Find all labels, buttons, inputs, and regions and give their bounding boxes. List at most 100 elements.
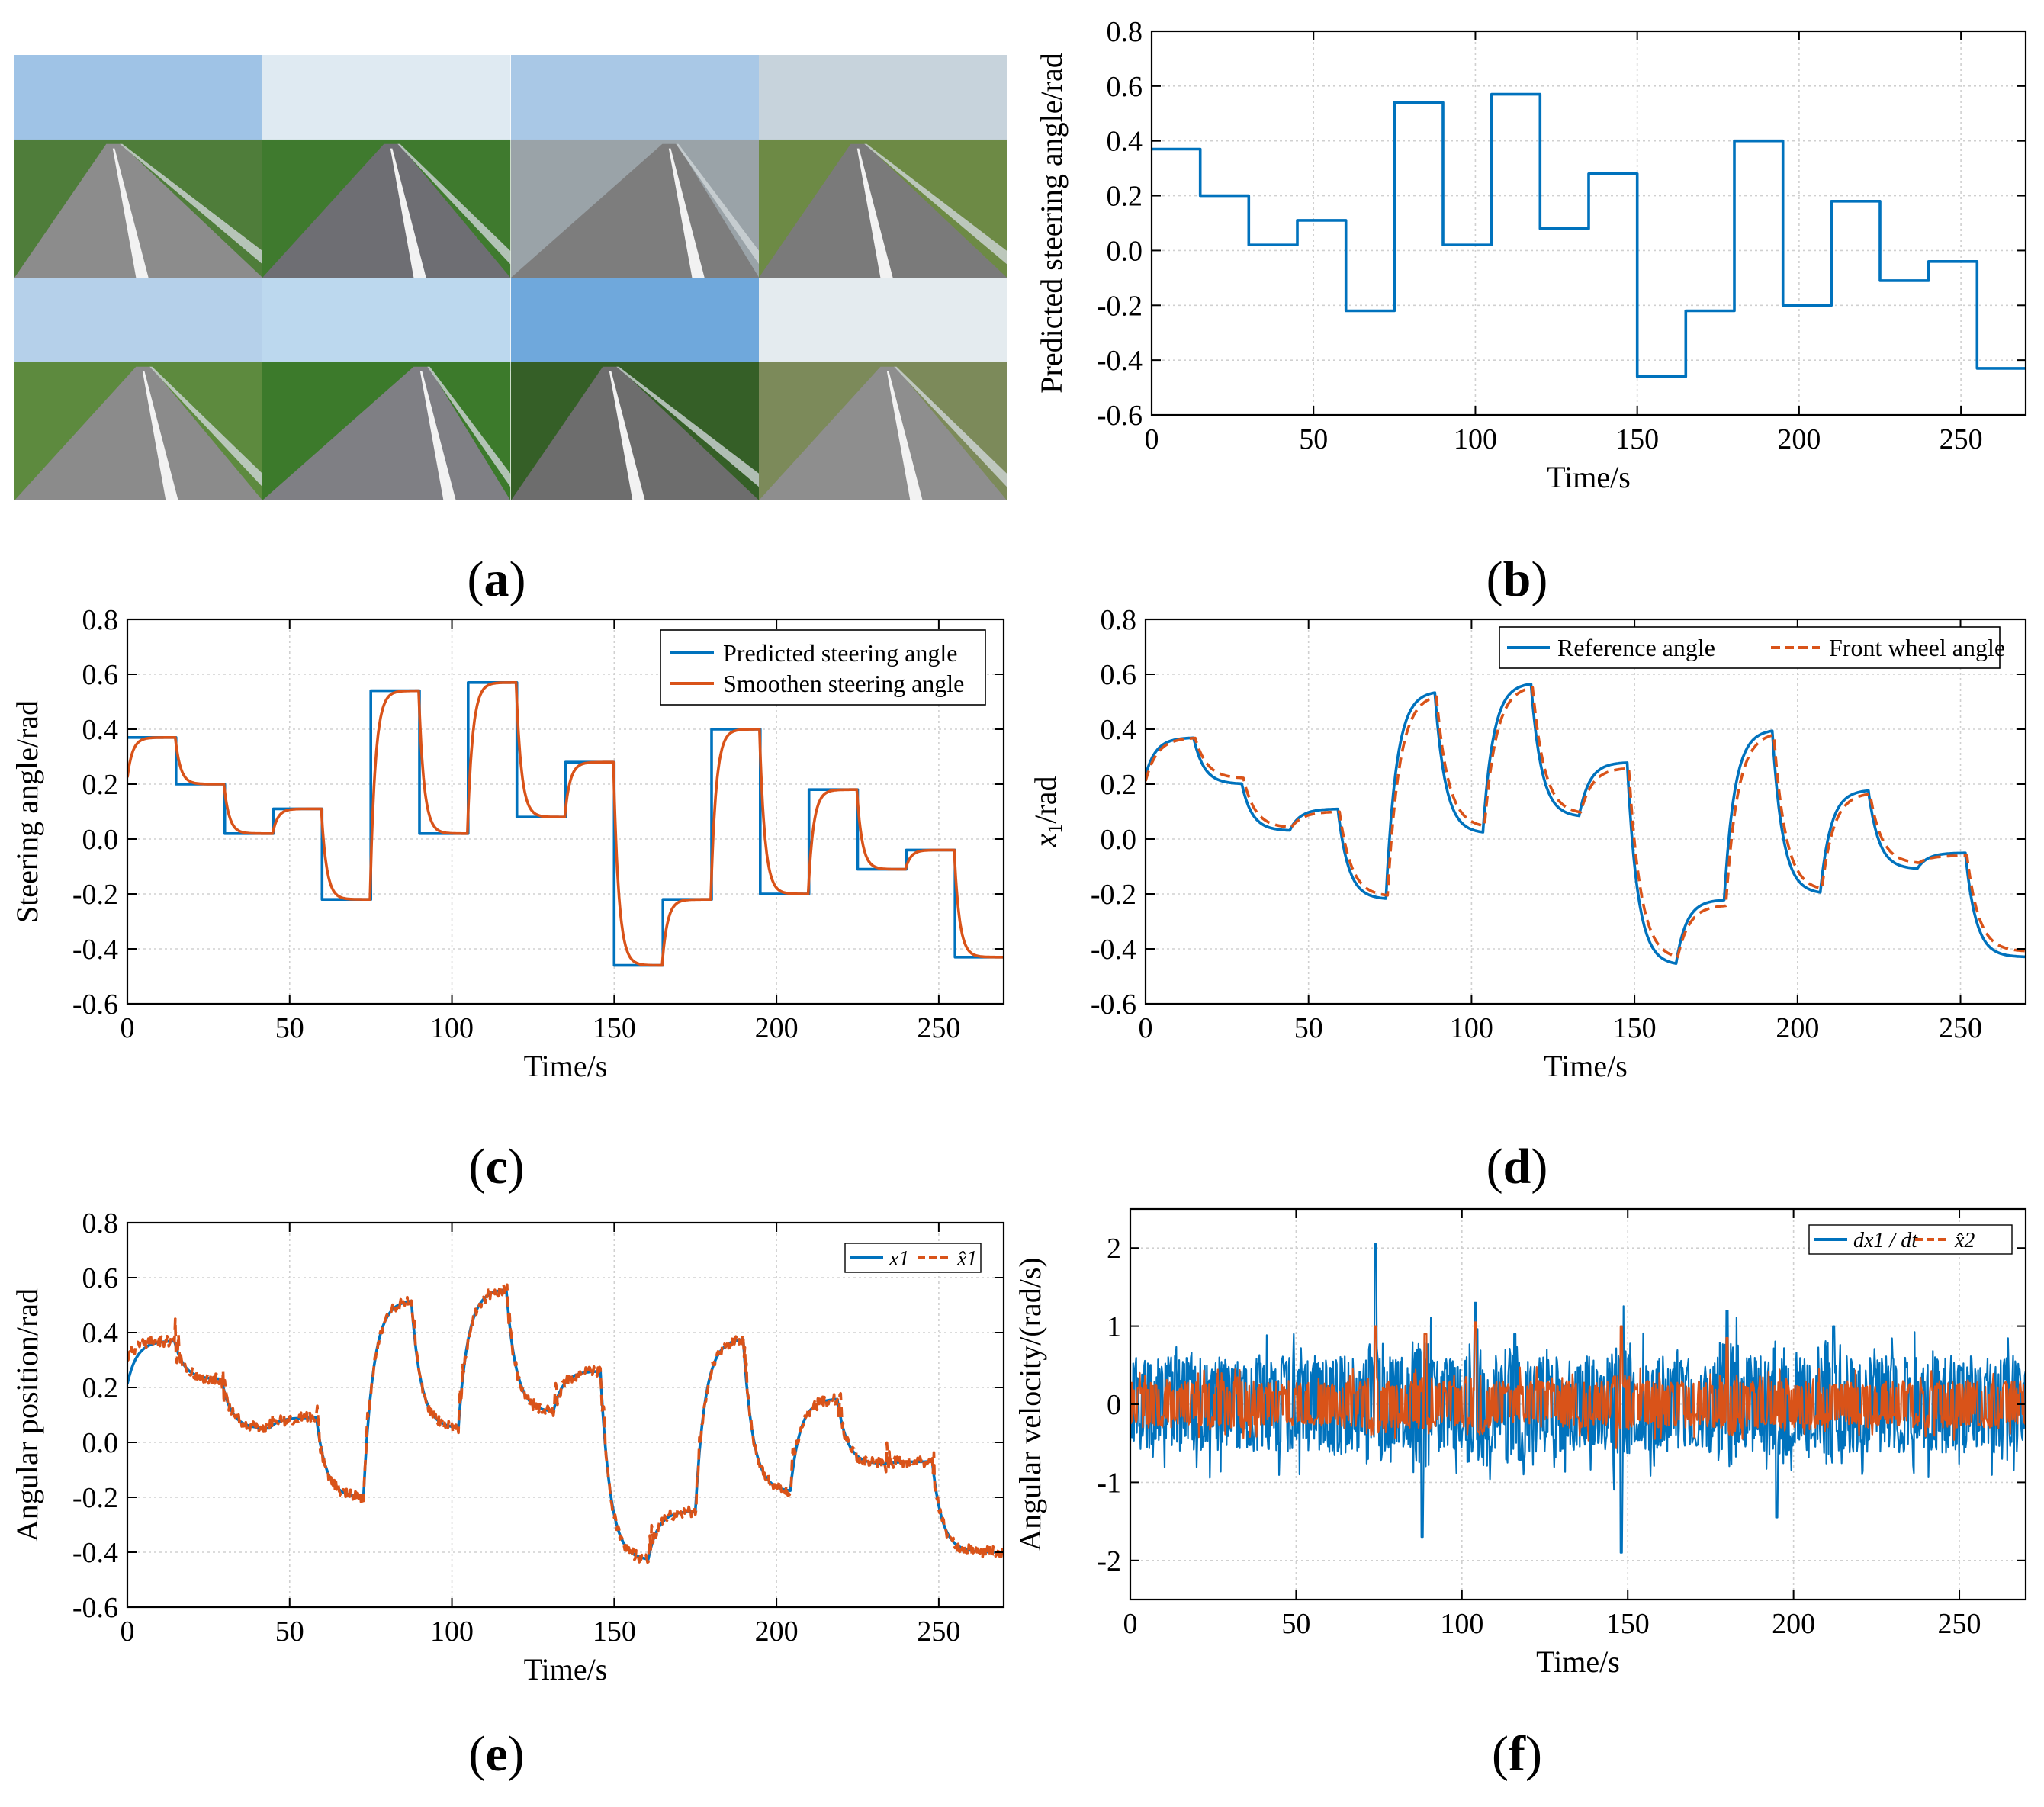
x-axis-label: Time/s — [1547, 460, 1631, 494]
chart-f: 0 50 100 150 200 250 -2 -1 0 1 2 Time/s Angular velo… — [1013, 1207, 2027, 1679]
panel-label-b: (b) — [1486, 551, 1548, 607]
y-tick-label: -0.2 — [1091, 879, 1136, 911]
x-tick-label: 200 — [1776, 1012, 1819, 1044]
series-line-orange — [127, 1283, 1004, 1564]
axes-box — [126, 618, 1005, 1005]
x-tick-label: 50 — [275, 1012, 304, 1044]
y-axis-label: Angular position/rad — [10, 1288, 44, 1542]
plot-area — [1152, 92, 2026, 378]
axes-box — [126, 1221, 1005, 1609]
y-tick-label: 0.8 — [82, 604, 119, 636]
y-tick-label: 0.8 — [1101, 604, 1137, 636]
plot-area — [127, 681, 1004, 967]
series-line-blue — [127, 1288, 1004, 1561]
x-tick-label: 50 — [1281, 1608, 1310, 1640]
series-line-blue — [1146, 683, 2026, 965]
photo-scene-forest-curve — [510, 278, 759, 500]
y-tick-label: 2 — [1107, 1233, 1121, 1265]
road-photo — [262, 278, 511, 500]
road-photo — [14, 278, 263, 500]
x-axis-label: Time/s — [1536, 1645, 1620, 1679]
series-line-orange — [1146, 686, 2026, 959]
legend-label: dx1 / dt — [1853, 1229, 1918, 1252]
y-tick-label: 0.6 — [82, 659, 119, 691]
x-tick-label: 100 — [430, 1616, 474, 1648]
y-tick-label: -0.6 — [1097, 400, 1143, 432]
chart-c: 0 50 100 150 200 250 -0.6 -0.4 -0.2 0.0 0.2 0.4 0.6 0… — [10, 604, 1005, 1083]
y-tick-label: 0.0 — [82, 824, 119, 856]
legend-label: Reference angle — [1557, 634, 1715, 661]
y-tick-label: -0.2 — [72, 1482, 118, 1514]
x-tick-label: 150 — [1615, 423, 1659, 455]
x-tick-label: 0 — [1145, 423, 1159, 455]
y-axis-label: x1/rad — [1028, 776, 1066, 848]
photo-scene-road-stone-wall — [262, 278, 511, 500]
x-tick-label: 0 — [121, 1616, 135, 1648]
x-tick-label: 250 — [917, 1012, 960, 1044]
panel-label-f: (f) — [1492, 1726, 1542, 1782]
photo-scene-elevated-road-city — [510, 55, 759, 278]
legend: Predicted steering angle Smoothen steerin… — [660, 629, 986, 706]
x-tick-label: 200 — [755, 1616, 799, 1648]
y-tick-label: 0.2 — [1101, 769, 1137, 801]
x-tick-label: 150 — [593, 1012, 636, 1044]
legend-label: Front wheel angle — [1829, 634, 2005, 661]
panel-label-c: (c) — [468, 1139, 525, 1194]
y-tick-label: 0.6 — [82, 1262, 119, 1294]
chart-b: 0 50 100 150 200 250 -0.6 -0.4 -0.2 0.0 0.2 0.4 0.6 0… — [1034, 16, 2027, 494]
axes-box — [1150, 30, 2027, 416]
y-tick-label: -2 — [1097, 1545, 1121, 1577]
x-axis-label: Time/s — [1544, 1049, 1628, 1083]
y-tick-label: -1 — [1097, 1467, 1121, 1499]
y-axis-label: Predicted steering angle/rad — [1034, 53, 1069, 393]
y-tick-label: 0.8 — [82, 1207, 119, 1239]
y-tick-label: 0.6 — [1101, 659, 1137, 691]
legend: dx1 / dt x̂2 — [1808, 1224, 2013, 1255]
y-tick-label: 0.2 — [1107, 181, 1143, 213]
y-tick-label: 0.2 — [82, 1372, 119, 1404]
x-tick-label: 100 — [430, 1012, 474, 1044]
x-tick-label: 100 — [1440, 1608, 1483, 1640]
x-tick-label: 250 — [1939, 1012, 1982, 1044]
y-tick-label: 0.0 — [82, 1427, 119, 1459]
series-line-blue — [127, 681, 1004, 967]
y-tick-label: 0.0 — [1101, 824, 1137, 856]
panel-label-d: (d) — [1486, 1139, 1548, 1194]
x-tick-label: 0 — [121, 1012, 135, 1044]
y-tick-label: -0.4 — [72, 1537, 118, 1569]
panel-label-e: (e) — [468, 1726, 525, 1782]
y-tick-label: -0.6 — [1091, 989, 1136, 1021]
legend: Reference angle Front wheel angle — [1499, 626, 2005, 669]
photo-scene-highway-left-guardrail — [14, 55, 263, 278]
panel-label-a: (a) — [467, 551, 526, 607]
x-tick-label: 150 — [1613, 1012, 1657, 1044]
y-tick-label: 0.4 — [82, 1317, 119, 1349]
x-tick-label: 200 — [1777, 423, 1821, 455]
y-tick-label: 0.4 — [1101, 714, 1137, 746]
y-tick-label: 0.8 — [1107, 16, 1143, 48]
axes-box — [1144, 618, 2027, 1005]
road-photo — [510, 278, 759, 500]
series-line-orange — [1130, 1321, 2026, 1449]
x-tick-label: 200 — [755, 1012, 799, 1044]
photo-scene-curve-left-guardrail — [14, 278, 263, 500]
photo-scene-tree-lined-road — [262, 55, 511, 278]
legend: x1 x̂1 — [844, 1243, 982, 1273]
road-photo — [758, 55, 1007, 278]
chart-e: 0 50 100 150 200 250 -0.6 -0.4 -0.2 0.0 0.2 0.4 0.6 0… — [10, 1207, 1005, 1686]
series-line-blue — [1152, 92, 2026, 378]
y-tick-label: 0.2 — [82, 769, 119, 801]
y-tick-label: 0.4 — [1107, 126, 1143, 158]
x-tick-label: 200 — [1772, 1608, 1815, 1640]
road-photo — [262, 55, 511, 278]
plot-area — [127, 1283, 1004, 1564]
x-tick-label: 100 — [1454, 423, 1497, 455]
legend-box — [660, 629, 986, 706]
legend-label: x̂2 — [1954, 1229, 1975, 1252]
plot-area — [1146, 683, 2026, 965]
y-tick-label: -0.6 — [72, 1592, 118, 1624]
x-tick-label: 0 — [1139, 1012, 1153, 1044]
legend-box — [1499, 626, 2001, 669]
y-tick-label: -0.4 — [1091, 934, 1136, 966]
